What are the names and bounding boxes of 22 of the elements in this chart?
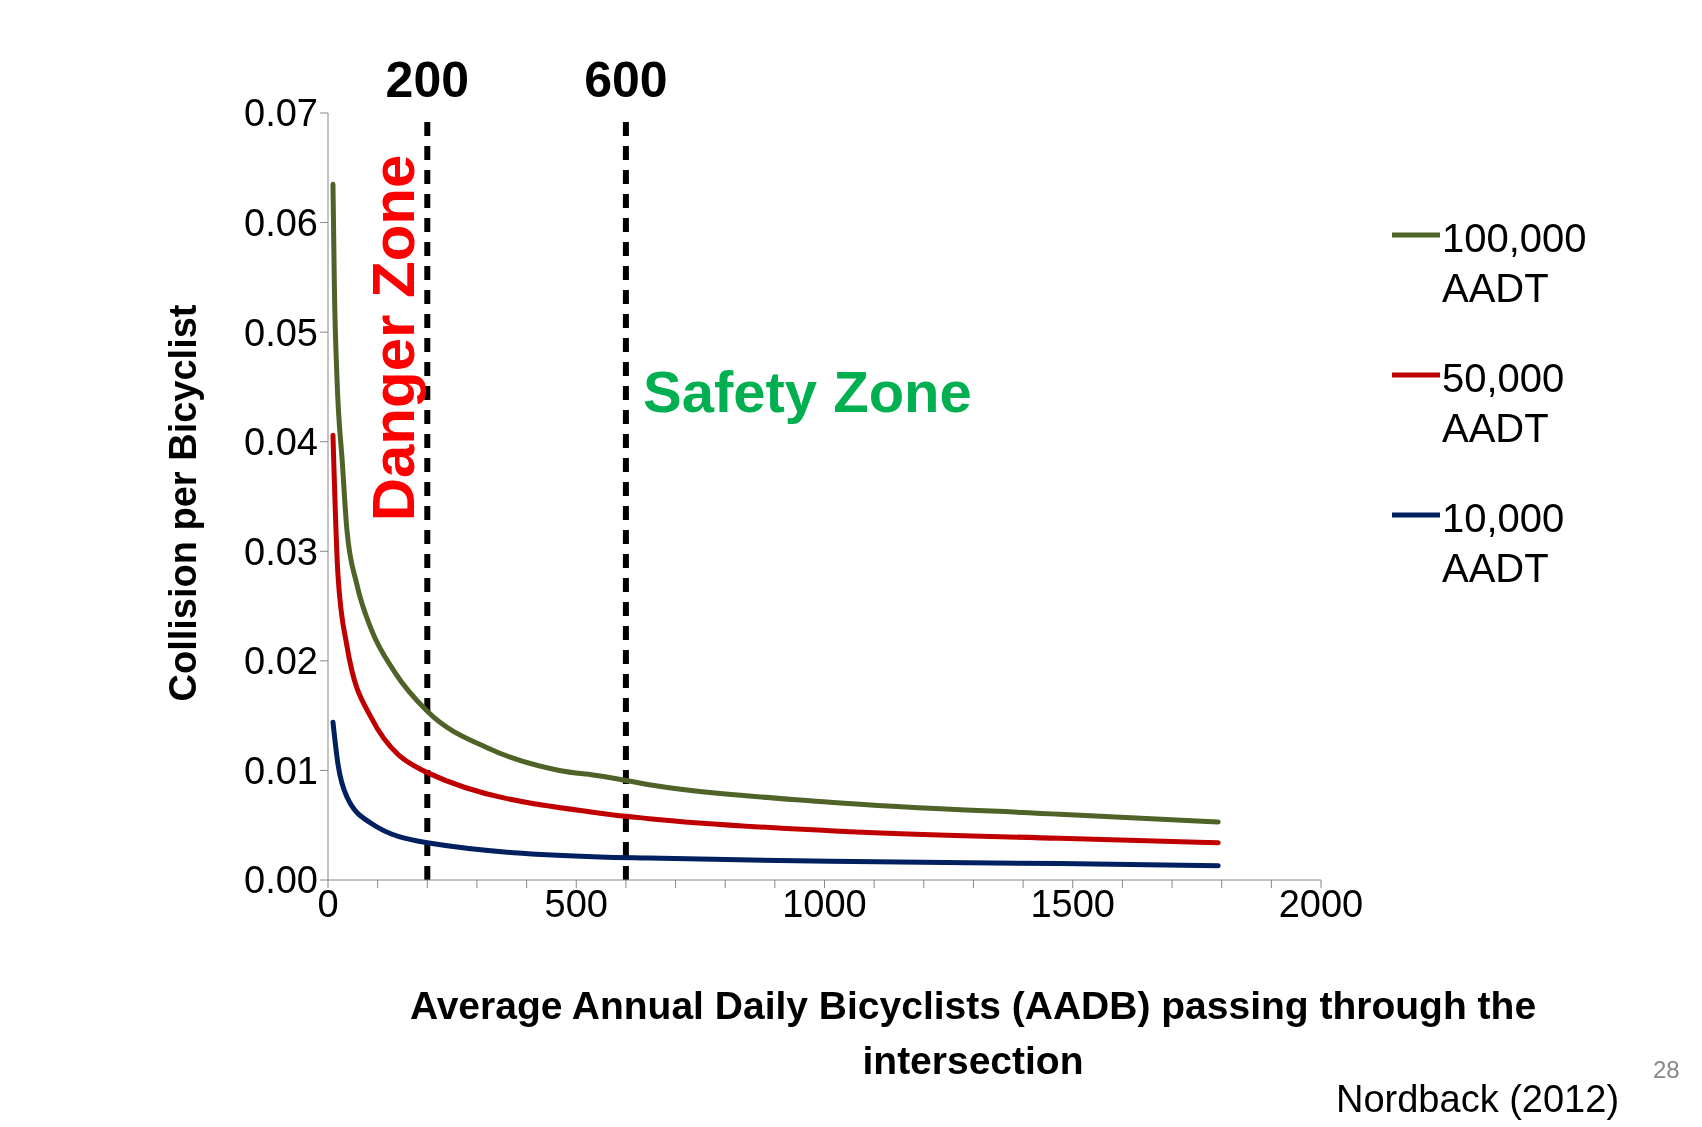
y-tick-label: 0.00 bbox=[244, 859, 318, 902]
x-tick-label: 1000 bbox=[782, 882, 867, 925]
y-tick-label: 0.07 bbox=[244, 92, 318, 135]
x-tick-label: 500 bbox=[544, 882, 608, 925]
y-tick-label: 0.03 bbox=[244, 530, 318, 573]
ref-line-label: 200 bbox=[385, 52, 470, 108]
y-tick-label: 0.05 bbox=[244, 311, 318, 354]
y-tick-label: 0.04 bbox=[244, 421, 318, 464]
annotation: Safety Zone bbox=[643, 358, 972, 425]
y-tick-label: 0.01 bbox=[244, 749, 318, 792]
text: 28 bbox=[1653, 1056, 1680, 1084]
x-tick-label: 1500 bbox=[1030, 882, 1116, 925]
ref-line-label: 600 bbox=[584, 52, 668, 108]
x-tick-label: 2000 bbox=[1278, 882, 1364, 925]
y-axis-title: Collision per Bicyclist bbox=[161, 304, 205, 702]
x-tick-label: 0 bbox=[317, 882, 339, 925]
y-tick-label: 0.02 bbox=[244, 640, 318, 683]
legend-label: 50,000 AADT bbox=[1442, 355, 1566, 452]
annotation: Danger Zone bbox=[358, 154, 428, 522]
y-tick-label: 0.06 bbox=[244, 202, 318, 245]
legend-label: 10,000 AADT bbox=[1442, 495, 1566, 592]
legend-label: 100,000 AADT bbox=[1442, 215, 1588, 312]
